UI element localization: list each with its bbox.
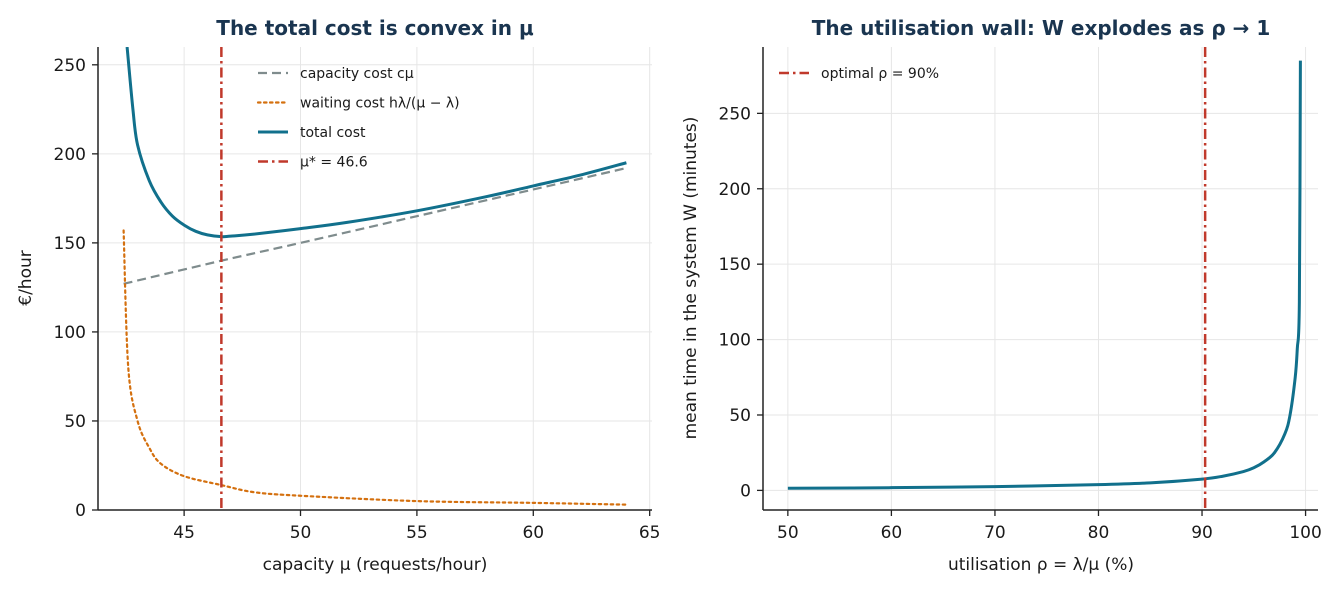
x-tick-label: 70	[984, 523, 1006, 543]
x-tick-label: 50	[777, 523, 799, 543]
x-tick-label: 60	[881, 523, 903, 543]
chart-utilisation-wall: The utilisation wall: W explodes as ρ → …	[681, 16, 1322, 575]
x-axis-label: utilisation ρ = λ/μ (%)	[948, 555, 1134, 575]
y-tick-label: 50	[64, 412, 86, 432]
y-tick-label: 50	[729, 406, 751, 426]
series-line	[122, 229, 628, 506]
y-tick-label: 100	[719, 331, 751, 351]
y-tick-label: 250	[719, 104, 751, 124]
chart-title: The utilisation wall: W explodes as ρ → …	[812, 16, 1271, 40]
x-tick-label: 55	[406, 523, 428, 543]
chart-total-cost: The total cost is convex in μ 45 50 55 60 65…	[16, 16, 660, 575]
y-tick-label: 250	[54, 56, 86, 76]
x-tick-label: 80	[1088, 523, 1110, 543]
y-axis-label: €/hour	[16, 250, 36, 305]
x-tick-label: 100	[1289, 523, 1321, 543]
x-tick-label: 65	[639, 523, 661, 543]
legend: capacity cost cμ waiting cost hλ/(μ − λ) t…	[256, 66, 460, 171]
x-tick-label: 45	[173, 523, 195, 543]
y-axis-label: mean time in the system W (minutes)	[681, 117, 701, 440]
chart-title: The total cost is convex in μ	[216, 16, 534, 40]
y-tick-label: 150	[54, 234, 86, 254]
legend-label: waiting cost hλ/(μ − λ)	[300, 96, 460, 112]
legend-label: μ* = 46.6	[300, 155, 368, 171]
y-tick-label: 0	[75, 501, 86, 521]
y-tick-label: 150	[719, 255, 751, 275]
x-axis-label: capacity μ (requests/hour)	[263, 555, 488, 575]
legend-label: capacity cost cμ	[300, 66, 414, 82]
y-tick-label: 200	[719, 180, 751, 200]
legend-label: total cost	[300, 125, 366, 141]
legend-label: optimal ρ = 90%	[821, 66, 939, 82]
series-line	[123, 167, 627, 285]
y-tick-label: 200	[54, 145, 86, 165]
y-tick-label: 0	[740, 481, 751, 501]
x-tick-label: 60	[522, 523, 544, 543]
x-tick-label: 90	[1191, 523, 1213, 543]
legend: optimal ρ = 90%	[779, 66, 939, 82]
y-tick-label: 100	[54, 323, 86, 343]
series-line	[787, 60, 1302, 490]
x-tick-label: 50	[290, 523, 312, 543]
